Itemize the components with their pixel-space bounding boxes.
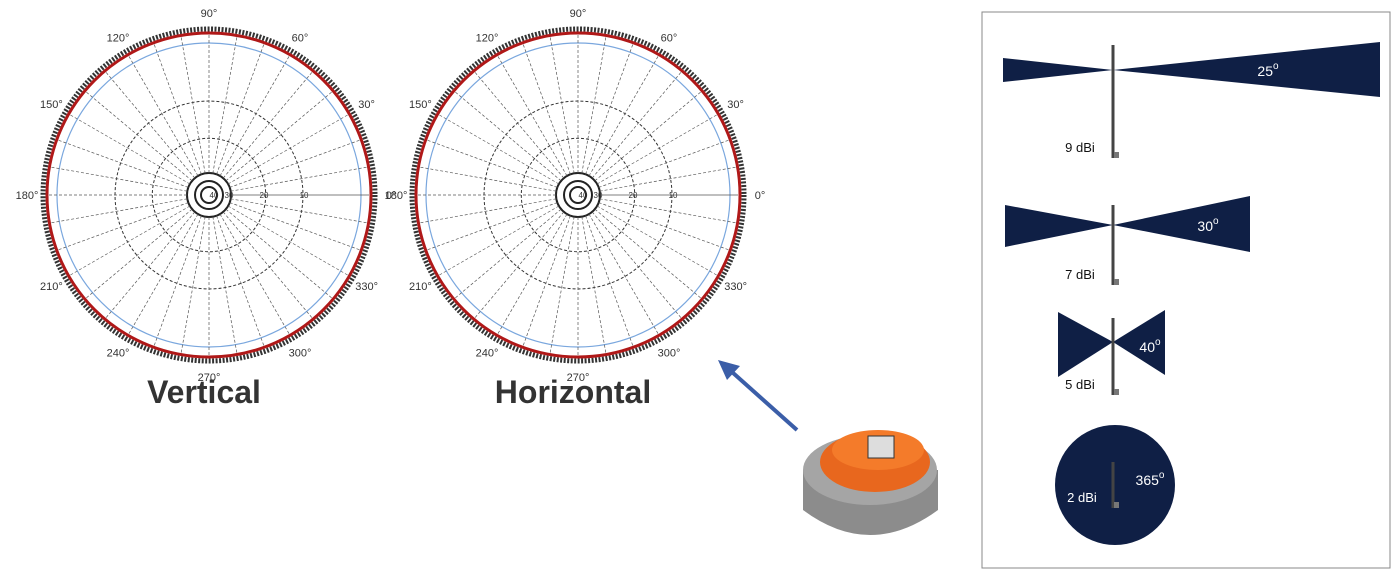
- antenna-pattern: 2 dBi 365o: [1055, 425, 1175, 545]
- angle-label: 120°: [107, 32, 130, 44]
- spoke: [86, 209, 192, 298]
- angle-label: 150°: [40, 99, 63, 111]
- gain-label: 2 dBi: [1067, 490, 1097, 505]
- polar-plot: 0°30°60°90°120°150°180°210°240°270°300°3…: [385, 8, 766, 410]
- spoke: [455, 92, 561, 181]
- antenna-base: [1114, 152, 1119, 158]
- angle-label: 150°: [409, 99, 432, 111]
- beam-angle-degree: o: [1213, 216, 1219, 227]
- beam-angle-value: 30: [1197, 218, 1213, 234]
- ring-label: 10: [300, 191, 309, 200]
- device: [803, 430, 938, 535]
- beam-angle-degree: o: [1159, 470, 1165, 481]
- angle-label: 300°: [658, 348, 681, 360]
- spoke: [455, 209, 561, 298]
- spoke: [223, 72, 312, 178]
- angle-label: 60°: [661, 32, 678, 44]
- antenna-base: [1114, 502, 1119, 508]
- angle-label: 90°: [201, 8, 218, 20]
- angle-label: 180°: [16, 190, 39, 202]
- ring-label: 30: [225, 191, 234, 200]
- arrow: [718, 360, 797, 430]
- beam-angle-degree: o: [1155, 337, 1161, 348]
- angle-label: 240°: [476, 348, 499, 360]
- spoke: [86, 92, 192, 181]
- spoke: [223, 212, 312, 318]
- gain-label: 9 dBi: [1065, 140, 1095, 155]
- ring-label: 20: [260, 191, 269, 200]
- spoke: [226, 92, 332, 181]
- plot-title: Horizontal: [495, 374, 651, 410]
- spoke: [592, 212, 681, 318]
- angle-label: 0°: [755, 190, 766, 202]
- spoke: [475, 212, 564, 318]
- spoke: [106, 212, 195, 318]
- angle-label: 90°: [570, 8, 587, 20]
- beam-angle-value: 40: [1139, 339, 1155, 355]
- angle-label: 120°: [476, 32, 499, 44]
- spoke: [595, 92, 701, 181]
- antenna-base: [1114, 389, 1119, 395]
- spoke: [226, 209, 332, 298]
- spoke: [595, 209, 701, 298]
- beam-angle-degree: o: [1273, 61, 1279, 72]
- antenna-base: [1114, 279, 1119, 285]
- spoke: [106, 72, 195, 178]
- qr-code: [868, 436, 894, 458]
- angle-label: 30°: [727, 99, 744, 111]
- pattern-panel: [982, 12, 1390, 568]
- ring-label: 20: [629, 191, 638, 200]
- ring-label: 40: [210, 191, 219, 200]
- figure: 0°30°60°90°120°150°180°210°240°270°300°3…: [0, 0, 1391, 569]
- angle-label: 330°: [724, 281, 747, 293]
- angle-label: 210°: [409, 281, 432, 293]
- angle-label: 30°: [358, 99, 375, 111]
- angle-label: 300°: [289, 348, 312, 360]
- beam-angle-value: 365: [1136, 472, 1160, 488]
- angle-label: 180°: [385, 190, 408, 202]
- beam-angle-value: 25: [1257, 63, 1273, 79]
- plot-title: Vertical: [147, 374, 261, 410]
- gain-label: 7 dBi: [1065, 267, 1095, 282]
- angle-label: 330°: [355, 281, 378, 293]
- spoke: [592, 72, 681, 178]
- ring-label: 30: [594, 191, 603, 200]
- angle-label: 240°: [107, 348, 130, 360]
- polar-plot: 0°30°60°90°120°150°180°210°240°270°300°3…: [16, 8, 397, 410]
- ring-label: 10: [669, 191, 678, 200]
- ring-label: 40: [579, 191, 588, 200]
- angle-label: 60°: [292, 32, 309, 44]
- arrow-shaft: [732, 372, 797, 430]
- angle-label: 210°: [40, 281, 63, 293]
- spoke: [475, 72, 564, 178]
- gain-label: 5 dBi: [1065, 377, 1095, 392]
